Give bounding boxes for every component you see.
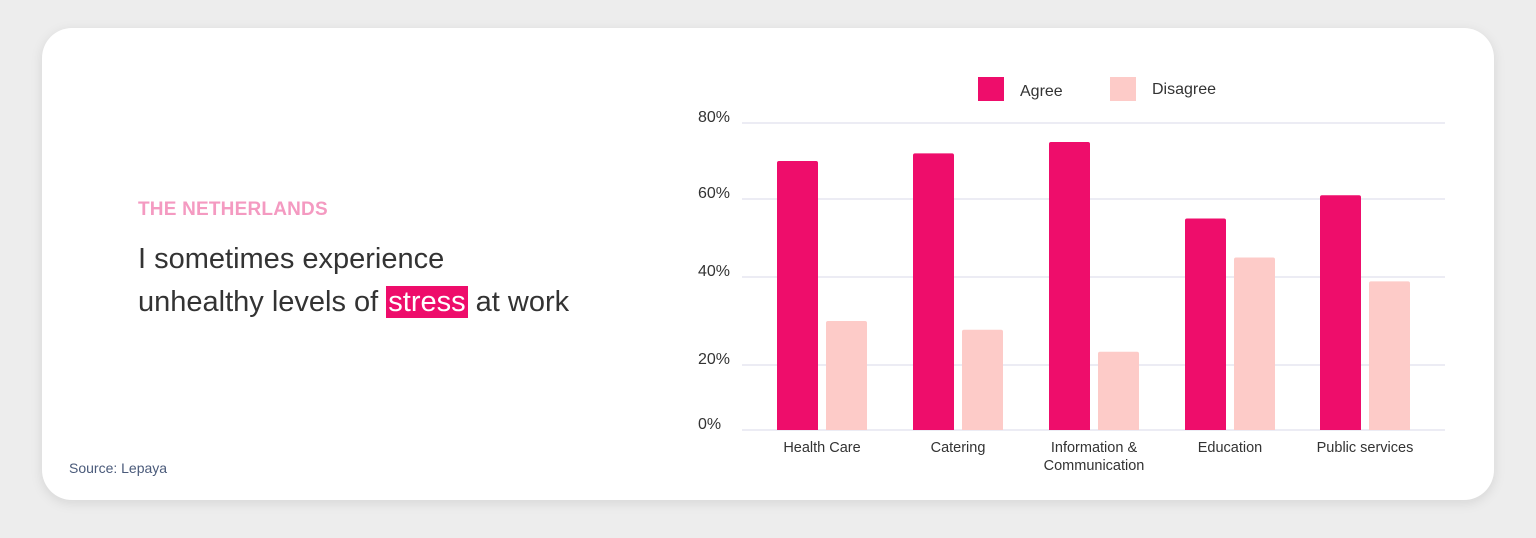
headline-line-2-end: at work xyxy=(467,286,570,318)
bar-disagree-3 xyxy=(1234,257,1275,430)
y-axis-ticks: 0% 20% 40% 60% 80% xyxy=(698,109,730,433)
bar-agree-1 xyxy=(913,153,954,430)
bars xyxy=(777,142,1410,430)
bar-agree-0 xyxy=(777,161,818,430)
x-tick-label: Health Care xyxy=(783,440,860,456)
x-tick-label: Education xyxy=(1198,440,1263,456)
headline-line-1: I sometimes experience xyxy=(138,243,445,275)
x-tick-label-line: Public services xyxy=(1317,440,1414,456)
y-tick-label: 20% xyxy=(698,351,730,368)
bar-disagree-4 xyxy=(1369,281,1410,430)
bar-disagree-2 xyxy=(1098,351,1139,430)
legend-label-agree: Agree xyxy=(1020,83,1063,100)
x-tick-label: Information & Communication xyxy=(1044,440,1145,474)
x-tick-label-line: Health Care xyxy=(783,440,860,456)
bar-disagree-1 xyxy=(962,329,1003,430)
legend-swatch-disagree xyxy=(1110,77,1136,101)
country-label: THE NETHERLANDS xyxy=(138,199,328,220)
x-tick-label: Public services xyxy=(1317,440,1414,456)
bar-agree-4 xyxy=(1320,195,1361,430)
x-tick-label-line: Information & xyxy=(1051,440,1138,456)
legend: Agree Disagree xyxy=(978,77,1216,101)
y-tick-label: 60% xyxy=(698,185,730,202)
x-tick-label-line: Catering xyxy=(931,440,986,456)
source-note: Source: Lepaya xyxy=(69,460,168,476)
headline-line-2-start: unhealthy levels of xyxy=(138,286,387,318)
headline-highlight: stress xyxy=(386,286,468,318)
bar-agree-2 xyxy=(1049,142,1090,430)
bar-disagree-0 xyxy=(826,321,867,430)
legend-label-disagree: Disagree xyxy=(1152,81,1216,98)
x-tick-label: Catering xyxy=(931,440,986,456)
y-tick-label: 40% xyxy=(698,263,730,280)
bar-agree-3 xyxy=(1185,218,1226,430)
x-tick-label-line: Education xyxy=(1198,440,1263,456)
y-tick-label: 80% xyxy=(698,109,730,126)
x-axis-labels: Health Care Catering Information & Communic… xyxy=(783,440,1413,474)
x-tick-label-line: Communication xyxy=(1044,458,1145,474)
statement-headline: I sometimes experience unhealthy levels o… xyxy=(138,238,569,324)
y-tick-label: 0% xyxy=(698,416,721,433)
legend-swatch-agree xyxy=(978,77,1004,101)
